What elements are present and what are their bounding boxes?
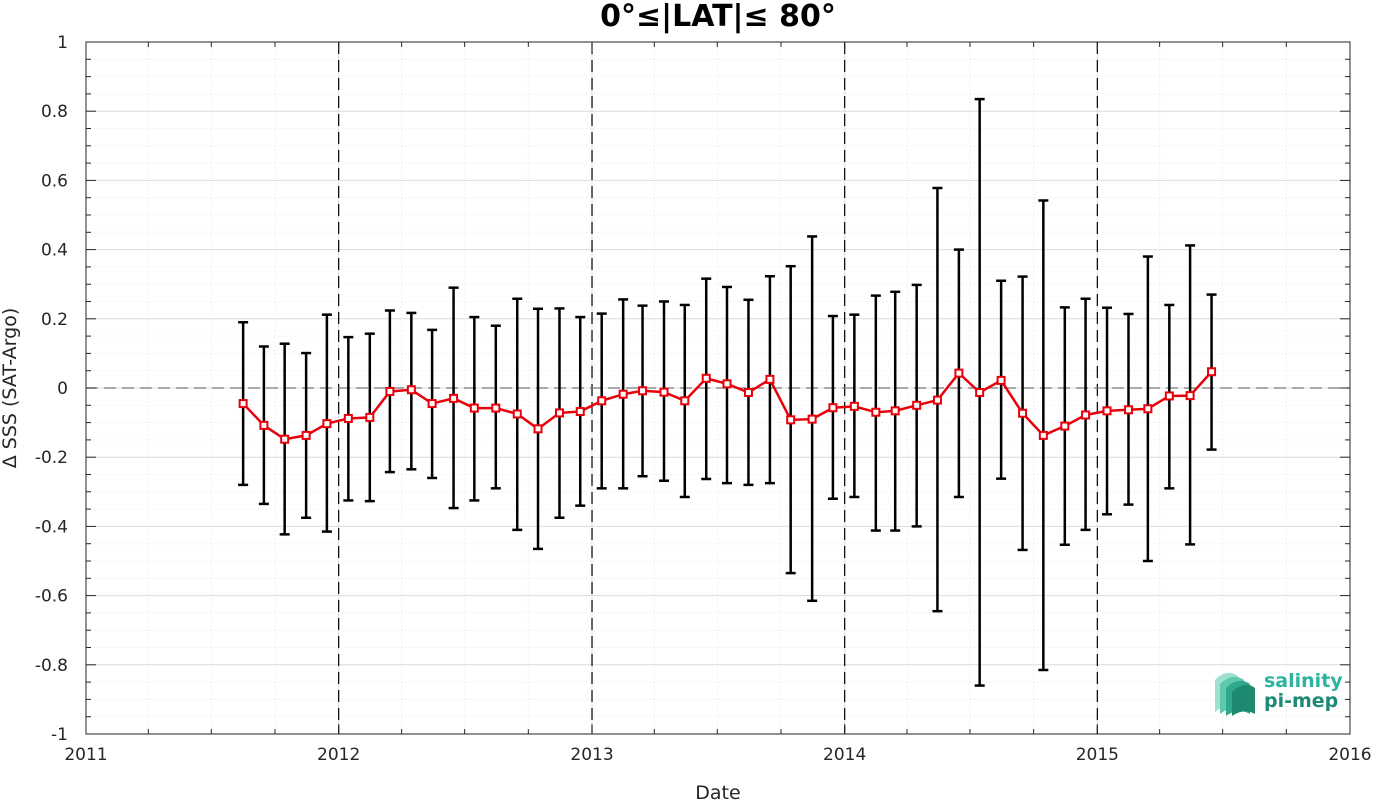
data-point-marker [491, 403, 501, 413]
logo-text-pi-mep: pi-mep [1264, 690, 1338, 712]
y-tick-labels: -1 -0.8 -0.6 -0.4 -0.2 0 0.2 0.4 0.6 0.8 1 [35, 33, 68, 745]
minor-grid [86, 42, 1350, 734]
data-point-marker [1123, 405, 1133, 415]
y-axis-label: Δ SSS (SAT-Argo) [0, 308, 21, 468]
salinity-pi-mep-logo: salinity pi-mep [1215, 670, 1343, 716]
data-point-marker [449, 393, 459, 403]
data-point-marker [343, 413, 353, 423]
data-point-marker [597, 396, 607, 406]
y-tick-label: -0.2 [35, 448, 68, 468]
data-point-marker [1018, 408, 1028, 418]
y-tick-label: 0.8 [41, 102, 68, 122]
data-point-marker [406, 385, 416, 395]
data-point-marker [975, 387, 985, 397]
data-point-marker [575, 407, 585, 417]
data-point-marker [385, 386, 395, 396]
y-tick-label: 0.6 [41, 171, 68, 191]
data-point-marker [638, 386, 648, 396]
data-point-marker [743, 387, 753, 397]
y-tick-label: 0 [57, 379, 68, 399]
data-point-marker [912, 400, 922, 410]
data-point-marker [259, 420, 269, 430]
data-point-marker [238, 399, 248, 409]
chart-title: 0°≤|LAT|≤ 80° [600, 0, 836, 34]
data-point-marker [365, 412, 375, 422]
x-tick-label: 2011 [64, 745, 107, 765]
data-point-marker [427, 399, 437, 409]
series-markers [238, 367, 1217, 444]
data-point-marker [1164, 391, 1174, 401]
data-point-marker [301, 430, 311, 440]
data-point-marker [533, 424, 543, 434]
data-point-marker [659, 387, 669, 397]
y-tick-label: 1 [57, 33, 68, 53]
x-tick-label: 2013 [570, 745, 613, 765]
logo-text-salinity: salinity [1264, 670, 1343, 692]
data-point-marker [786, 415, 796, 425]
x-tick-label: 2012 [317, 745, 360, 765]
wave-logo-icon [1215, 672, 1255, 716]
y-tick-label: -1 [51, 725, 68, 745]
data-point-marker [828, 403, 838, 413]
data-point-marker [932, 395, 942, 405]
data-point-marker [890, 406, 900, 416]
axis-ticks [85, 41, 1351, 735]
data-point-marker [765, 374, 775, 384]
data-point-marker [1207, 367, 1217, 377]
data-point-marker [280, 434, 290, 444]
y-tick-label: 0.2 [41, 310, 68, 330]
y-tick-label: -0.4 [35, 517, 68, 537]
data-point-marker [996, 375, 1006, 385]
data-point-marker [849, 401, 859, 411]
x-axis-label: Date [695, 782, 740, 801]
y-tick-label: 0.4 [41, 241, 68, 261]
data-point-marker [722, 379, 732, 389]
y-tick-label: -0.6 [35, 587, 68, 607]
data-point-marker [618, 389, 628, 399]
data-point-marker [1081, 410, 1091, 420]
data-point-marker [1185, 391, 1195, 401]
data-point-marker [701, 373, 711, 383]
data-point-marker [512, 409, 522, 419]
x-tick-label: 2016 [1328, 745, 1371, 765]
data-point-marker [871, 407, 881, 417]
y-tick-label: -0.8 [35, 656, 68, 676]
data-point-marker [1038, 430, 1048, 440]
error-bars [238, 97, 1217, 687]
x-tick-labels: 2011 2012 2013 2014 2015 2016 [64, 745, 1371, 765]
data-point-marker [680, 396, 690, 406]
x-tick-label: 2014 [823, 745, 866, 765]
data-point-marker [1060, 421, 1070, 431]
data-point-marker [322, 419, 332, 429]
data-point-marker [554, 408, 564, 418]
data-point-marker [1143, 404, 1153, 414]
data-point-marker [954, 368, 964, 378]
x-tick-label: 2015 [1076, 745, 1119, 765]
data-point-marker [469, 403, 479, 413]
data-point-marker [1102, 406, 1112, 416]
data-point-marker [807, 414, 817, 424]
